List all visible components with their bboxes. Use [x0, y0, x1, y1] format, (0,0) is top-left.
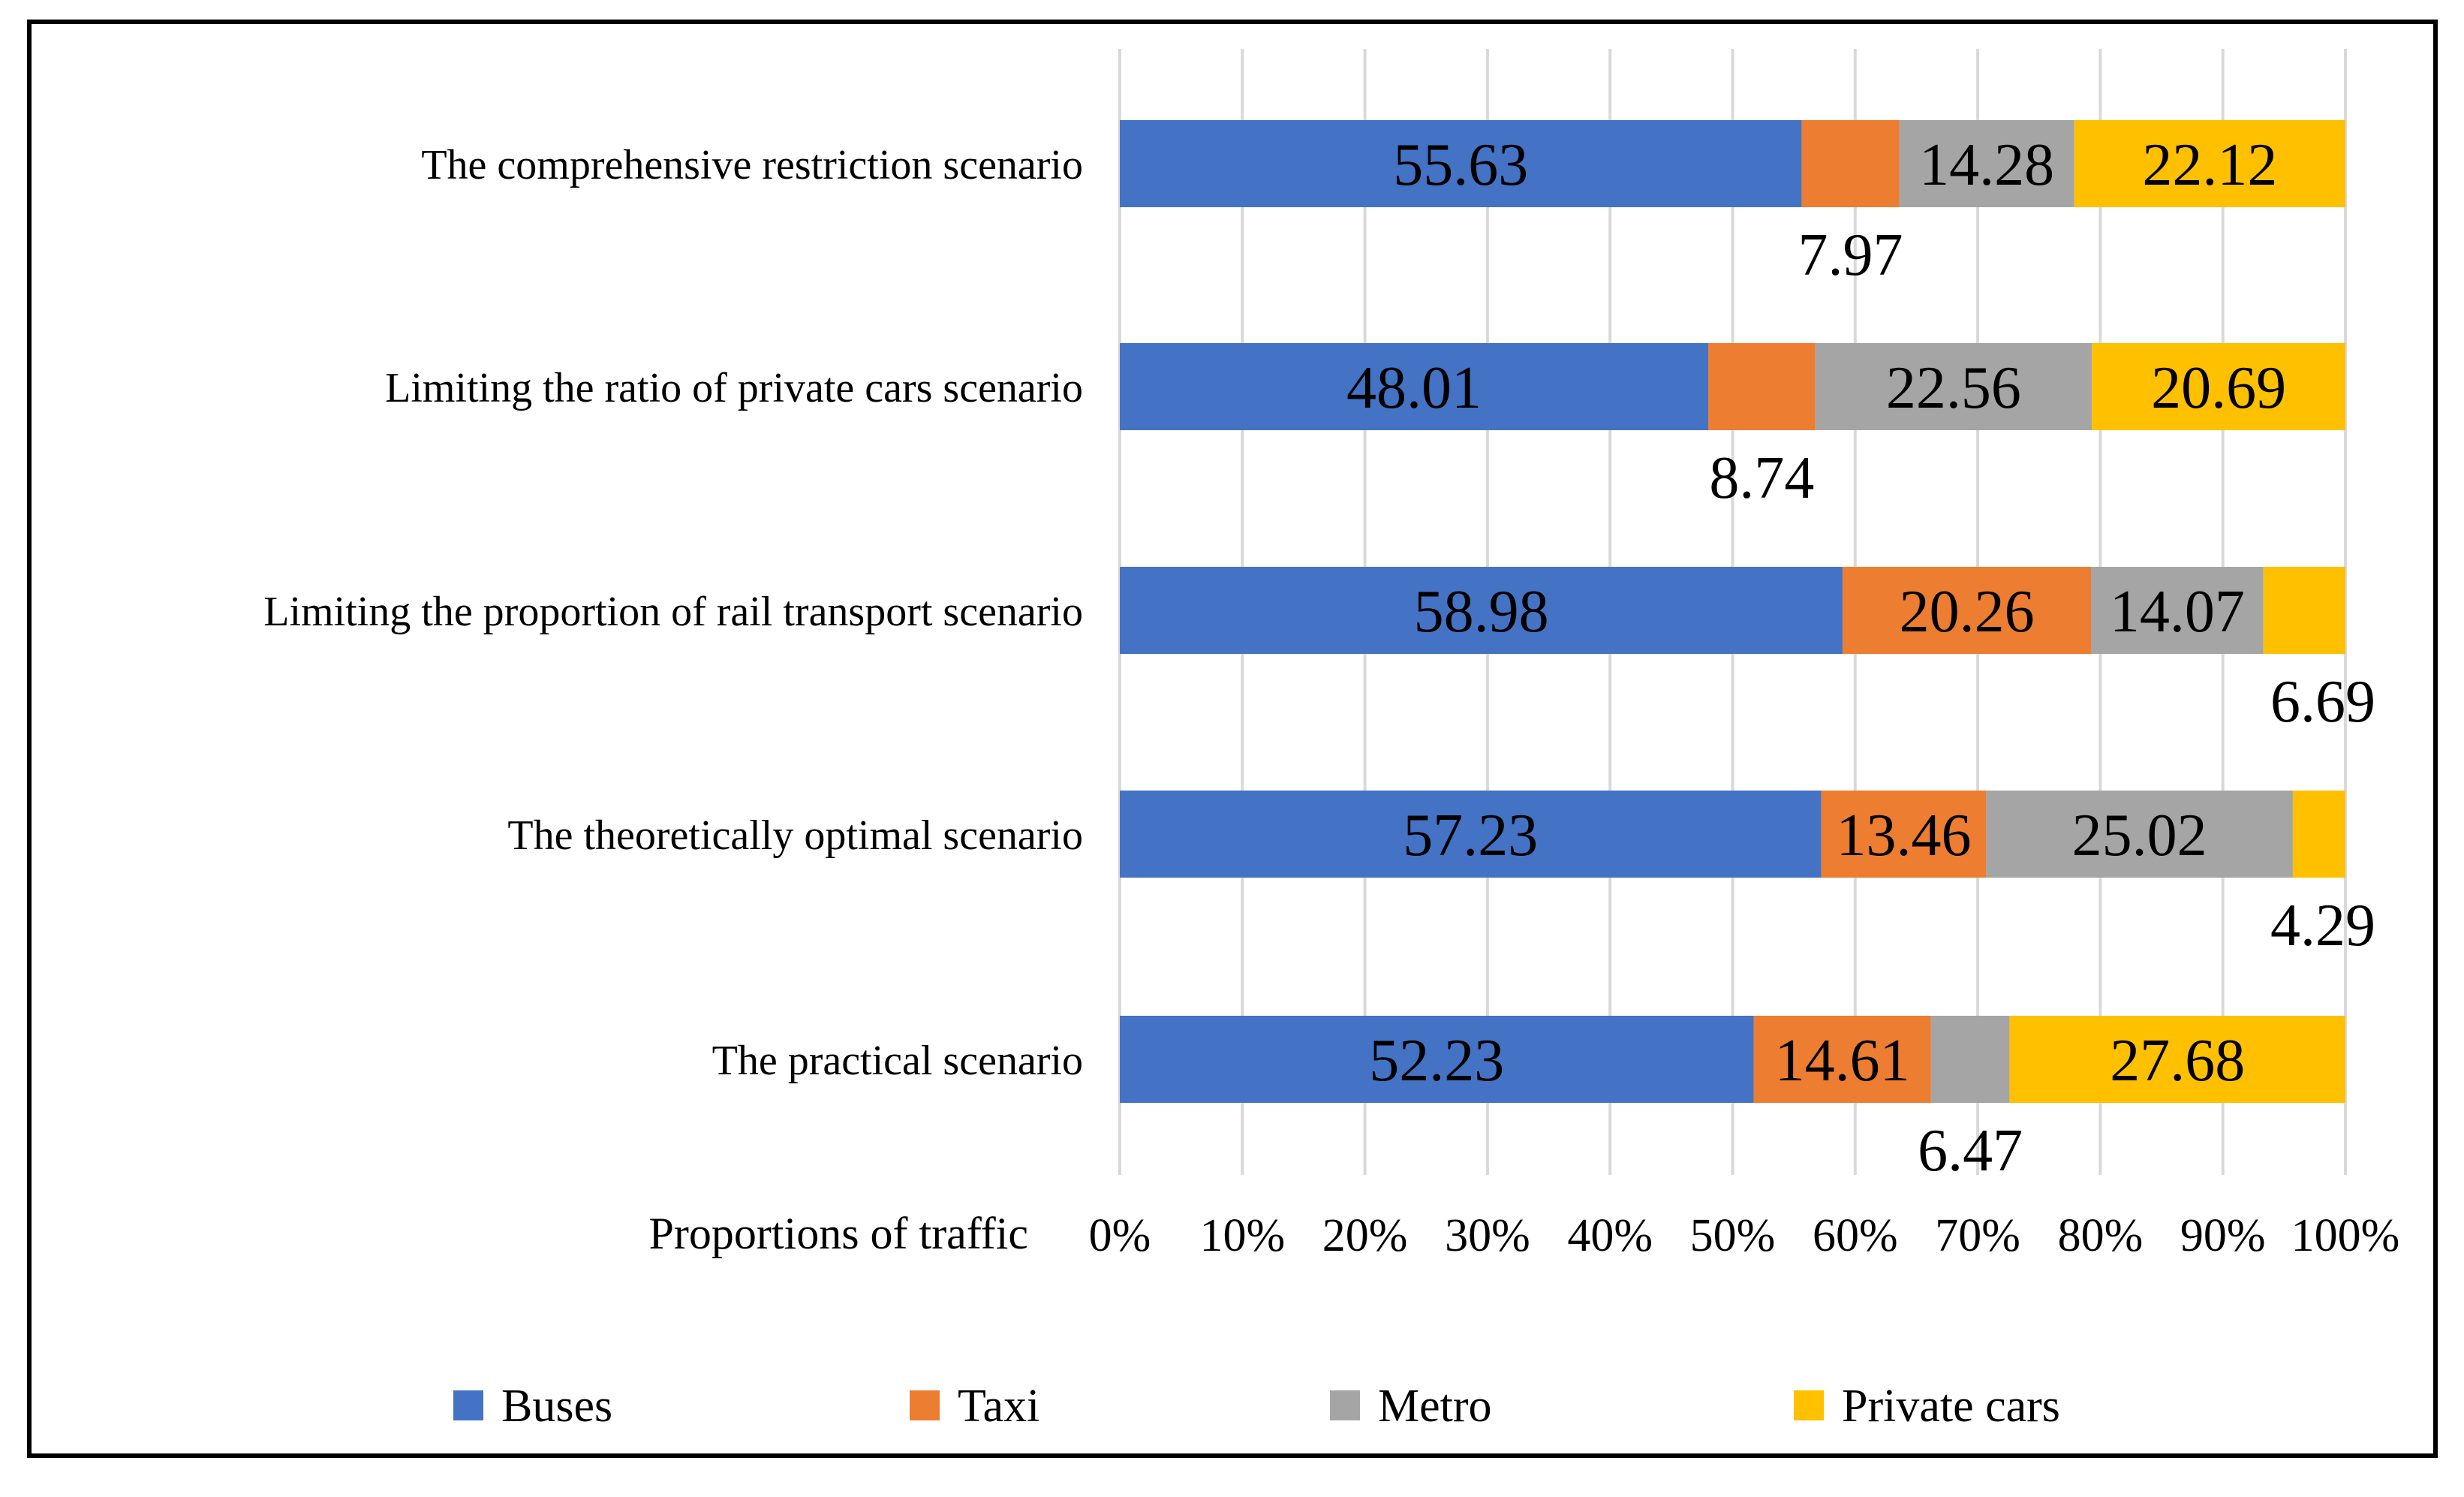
- bar-segment: [1930, 1016, 2010, 1103]
- legend-swatch: [910, 1390, 940, 1420]
- category-label: Limiting the proportion of rail transpor…: [263, 589, 1083, 635]
- bar-segment: [1120, 343, 1709, 430]
- data-label: 22.56: [1886, 355, 2021, 421]
- chart-frame: [27, 20, 2438, 1458]
- data-label: 27.68: [2110, 1028, 2245, 1094]
- bar-segment: [2263, 567, 2345, 654]
- bar-segment: [2092, 343, 2345, 430]
- x-tick-label: 10%: [1199, 1210, 1285, 1261]
- x-tick-label: 90%: [2180, 1210, 2266, 1261]
- data-label: 7.97: [1798, 222, 1903, 288]
- data-label: 52.23: [1369, 1028, 1504, 1094]
- bar-segment: [1843, 567, 2091, 654]
- legend-swatch: [1330, 1390, 1360, 1420]
- data-label: 13.46: [1836, 803, 1971, 869]
- legend-swatch: [1794, 1390, 1824, 1420]
- data-label: 14.61: [1775, 1028, 1910, 1094]
- category-label: Limiting the ratio of private cars scena…: [385, 365, 1083, 411]
- x-tick-label: 40%: [1567, 1210, 1653, 1261]
- x-tick-label: 20%: [1322, 1210, 1408, 1261]
- bar-segment: [1120, 1016, 1754, 1103]
- data-label: 8.74: [1709, 445, 1814, 511]
- bar-segment: [1120, 120, 1802, 207]
- x-tick-label: 100%: [2291, 1210, 2400, 1261]
- x-tick-label: 80%: [2058, 1210, 2144, 1261]
- category-labels: The comprehensive restriction scenario Li…: [263, 142, 1083, 1084]
- data-label: 25.02: [2072, 803, 2207, 869]
- bar-segment: [2009, 1016, 2345, 1103]
- data-label: 20.69: [2151, 355, 2286, 421]
- bar-segment: [2292, 791, 2345, 878]
- bar-segment: [1899, 120, 2074, 207]
- data-label: 48.01: [1346, 355, 1482, 421]
- category-label: The practical scenario: [712, 1038, 1083, 1084]
- x-tick-label: 70%: [1935, 1210, 2020, 1261]
- bar-segment: [1801, 120, 1900, 207]
- bar-segment: [1821, 791, 1987, 878]
- x-tick-label: 0%: [1089, 1210, 1151, 1261]
- data-label: 57.23: [1403, 803, 1538, 869]
- x-tick-label: 50%: [1690, 1210, 1776, 1261]
- bar-segment: [1986, 791, 2293, 878]
- bars: [1120, 120, 2345, 1103]
- legend-label: Private cars: [1842, 1381, 2060, 1432]
- data-label: 6.69: [2270, 669, 2375, 735]
- data-label: 58.98: [1414, 579, 1549, 645]
- bar-segment: [1708, 343, 1816, 430]
- data-label: 4.29: [2270, 893, 2375, 959]
- bar-segment: [2090, 567, 2264, 654]
- bar-segment: [2074, 120, 2345, 207]
- x-tick-label: 60%: [1813, 1210, 1898, 1261]
- data-label: 20.26: [1900, 579, 2035, 645]
- legend-label: Buses: [501, 1381, 612, 1432]
- data-label: 22.12: [2142, 132, 2277, 198]
- legend-label: Metro: [1378, 1381, 1492, 1432]
- bar-segment: [1120, 791, 1822, 878]
- x-tick-label: 30%: [1445, 1210, 1530, 1261]
- data-label: 6.47: [1918, 1118, 2023, 1184]
- x-axis-title: Proportions of traffic: [649, 1209, 1028, 1258]
- x-axis-ticks: 0% 10% 20% 30% 40% 50% 60% 70% 80% 90% 100%: [1089, 1210, 2400, 1261]
- data-label: 14.07: [2110, 579, 2245, 645]
- bar-segment: [1815, 343, 2092, 430]
- category-label: The comprehensive restriction scenario: [421, 142, 1083, 188]
- bar-segment: [1120, 567, 1843, 654]
- category-label: The theoretically optimal scenario: [507, 812, 1083, 859]
- data-label: 55.63: [1393, 132, 1528, 198]
- bar-segment: [1753, 1016, 1931, 1103]
- data-label: 14.28: [1919, 132, 2054, 198]
- legend: Buses Taxi Metro Private cars: [453, 1381, 2060, 1432]
- legend-swatch: [453, 1390, 483, 1420]
- legend-label: Taxi: [958, 1381, 1039, 1432]
